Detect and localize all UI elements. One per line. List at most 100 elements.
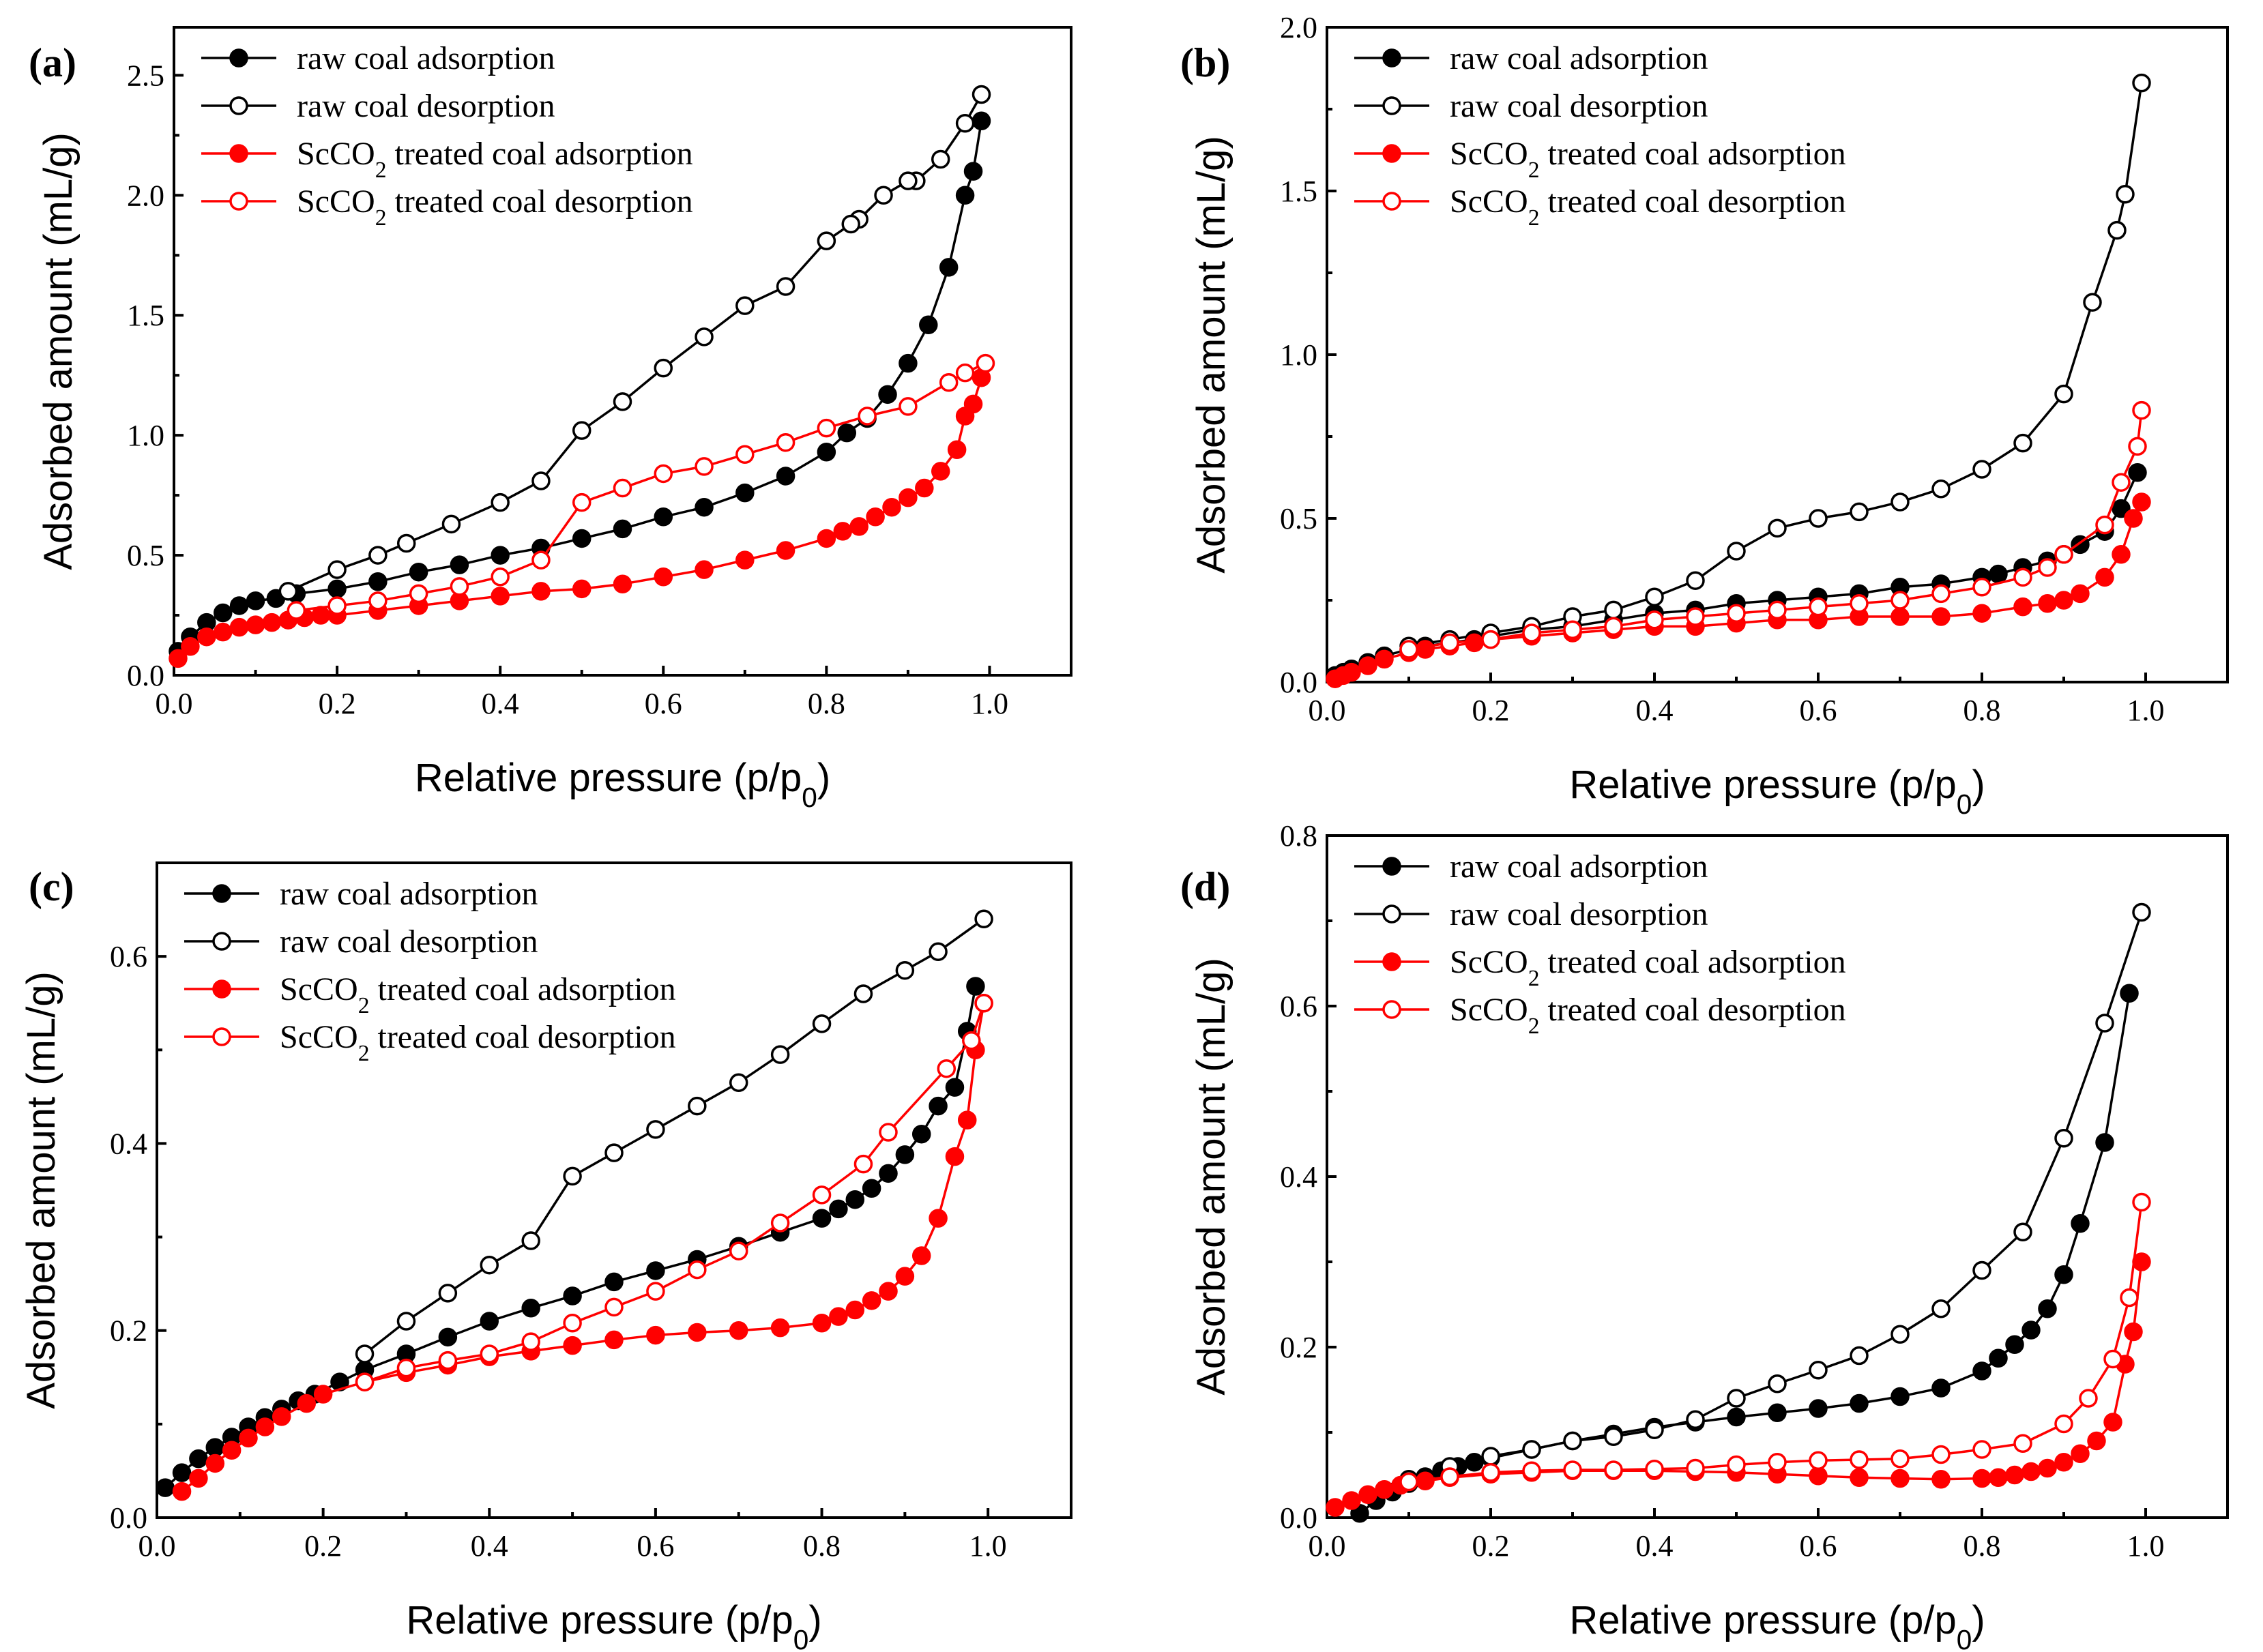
y-axis-title: Adsorbed amount (mL/g) [1189,136,1233,574]
x-tick-label: 0.4 [471,1529,508,1563]
data-point [1604,1460,1623,1479]
data-point [812,1209,832,1228]
data-point [845,1300,865,1320]
data-point [311,606,330,625]
data-point [1399,1472,1418,1492]
data-point [829,1307,848,1326]
x-tick-label: 0.4 [1636,1529,1674,1563]
series-line [1408,410,2143,651]
data-point [853,984,873,1003]
data-point [1440,633,1459,653]
data-point [1931,584,1951,604]
data-point [1931,1445,1951,1464]
series-raw-coal-desorption [1399,902,2151,1489]
data-point [1850,1346,1869,1366]
data-point [1890,591,1910,610]
legend-marker [229,144,248,163]
data-point [1972,604,1991,623]
chart-panel-1: 0.0 0.2 0.4 0.6 0.8 1.0 0.0 0.5 1.0 1.5 2.0 2.5 Rela… [29,26,1072,813]
panel-label: (a) [29,40,76,85]
data-point [2071,584,2090,604]
data-point [817,231,836,250]
data-point [1890,1325,1910,1344]
data-point [1342,1491,1361,1510]
data-point [172,1463,192,1482]
legend-label: raw coal adsorption [1450,849,1708,885]
data-point [770,1045,790,1064]
data-point [654,358,673,378]
data-point [450,577,469,596]
x-tick-label: 0.4 [482,687,519,720]
data-point [858,407,877,426]
legend-item: raw coal adsorption [201,40,555,76]
data-point [812,1014,832,1033]
data-point [963,162,983,181]
legend-item: ScCO2 treated coal desorption [1354,183,1846,231]
x-tick-label: 0.2 [1472,1529,1510,1563]
data-point [172,1481,192,1501]
data-point [654,464,673,484]
legend-label: ScCO2 treated coal adsorption [280,971,676,1018]
data-point [613,574,632,594]
data-point [829,1199,848,1219]
data-point [1850,594,1869,613]
y-tick-label: 1.5 [1280,175,1317,208]
data-point [1326,1498,1345,1517]
data-point [297,1393,317,1413]
data-point [955,363,975,383]
legend-label: raw coal desorption [280,924,538,960]
data-point [2054,591,2073,610]
data-point [239,1428,258,1448]
data-point [862,1291,881,1310]
series-line [1358,992,2131,1515]
y-tick-label: 0.5 [127,539,164,572]
series-scco2-treated-coal-desorption [1399,400,2151,659]
data-point [563,1336,582,1355]
data-point [1440,1467,1459,1486]
legend-marker [212,1027,231,1046]
data-point [776,541,795,560]
data-point [937,1059,957,1078]
data-point [2087,1431,2106,1451]
data-point [2005,1465,2024,1485]
data-point [812,1185,832,1205]
y-tick-label: 1.0 [127,419,164,452]
data-point [1727,1407,1746,1427]
data-point [2054,1129,2073,1148]
data-point [1931,480,1951,499]
data-point [368,591,388,610]
data-point [1850,1468,1869,1487]
data-point [1850,1450,1869,1469]
data-point [2038,558,2057,577]
x-tick-label: 0.6 [1800,1529,1837,1563]
x-tick-label: 0.2 [319,687,356,720]
data-point [521,1299,540,1318]
data-point [1890,1387,1910,1406]
data-point [229,617,249,637]
data-point [853,1154,873,1174]
data-point [1768,518,1787,538]
series-raw-coal-desorption [278,85,991,601]
data-point [1972,1469,1991,1488]
data-point [572,421,592,440]
data-point [866,507,885,527]
data-point [966,977,985,996]
data-point [2013,567,2032,587]
data-point [1890,1449,1910,1469]
data-point [1481,1463,1500,1482]
data-point [491,567,510,587]
data-point [229,596,249,615]
data-point [2112,545,2131,564]
data-point [1809,597,1828,617]
legend-item: raw coal desorption [184,924,538,960]
x-axis-title: Relative pressure (p/p0) [415,756,830,813]
data-point [899,171,918,190]
data-point [189,1469,208,1488]
data-point [531,582,551,601]
x-tick-label: 1.0 [2127,1529,2165,1563]
data-point [1727,542,1746,561]
data-point [862,1179,881,1198]
y-tick-label: 2.0 [127,179,164,212]
data-point [841,214,860,234]
